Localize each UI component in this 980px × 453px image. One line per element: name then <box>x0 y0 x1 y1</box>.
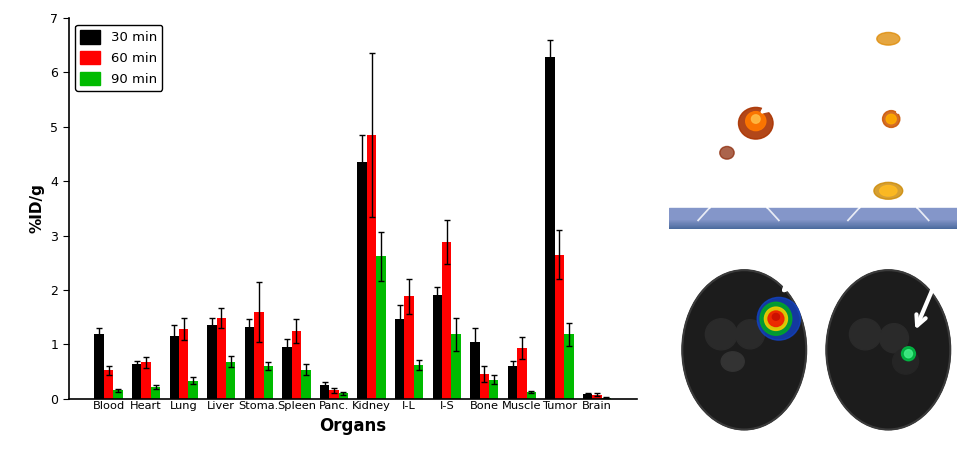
Bar <box>564 334 573 399</box>
Bar <box>339 393 348 399</box>
Bar <box>669 212 957 223</box>
Bar <box>264 366 273 399</box>
Bar <box>470 342 479 399</box>
Ellipse shape <box>746 111 765 130</box>
Bar <box>217 318 226 399</box>
Ellipse shape <box>768 311 784 327</box>
Bar <box>245 327 254 399</box>
Bar <box>669 218 957 229</box>
X-axis label: Organs: Organs <box>319 417 386 435</box>
Bar <box>546 57 555 399</box>
Y-axis label: %ID/g: %ID/g <box>29 183 45 233</box>
Bar <box>669 209 957 219</box>
Ellipse shape <box>850 319 881 350</box>
Bar <box>179 329 188 399</box>
Text: (a): (a) <box>678 24 701 38</box>
Bar <box>170 336 179 399</box>
Bar <box>669 213 957 223</box>
Bar <box>526 392 536 399</box>
Bar <box>282 347 292 399</box>
Bar <box>669 216 957 226</box>
Bar <box>669 212 957 222</box>
Ellipse shape <box>886 114 897 124</box>
Bar <box>669 210 957 220</box>
Bar <box>669 208 957 219</box>
Ellipse shape <box>877 33 900 45</box>
Bar <box>141 362 151 399</box>
Ellipse shape <box>719 146 734 159</box>
Bar <box>669 215 957 226</box>
Bar <box>395 319 405 399</box>
Bar <box>669 218 957 228</box>
Ellipse shape <box>883 111 900 127</box>
Bar <box>669 217 957 227</box>
Bar <box>104 371 114 399</box>
Ellipse shape <box>760 302 792 335</box>
Bar <box>292 331 301 399</box>
Bar <box>358 162 367 399</box>
Ellipse shape <box>721 352 744 371</box>
Bar <box>669 210 957 221</box>
Bar <box>151 387 160 399</box>
Bar <box>442 242 452 399</box>
Bar <box>479 374 489 399</box>
Bar <box>367 135 376 399</box>
Bar <box>207 325 217 399</box>
Ellipse shape <box>758 297 801 340</box>
Ellipse shape <box>706 319 737 350</box>
Ellipse shape <box>752 115 760 123</box>
Bar <box>669 211 957 222</box>
Bar <box>132 364 141 399</box>
Bar <box>94 334 104 399</box>
Bar <box>376 256 386 399</box>
Ellipse shape <box>682 270 807 429</box>
Ellipse shape <box>874 183 903 199</box>
Ellipse shape <box>880 186 897 196</box>
Bar <box>602 398 612 399</box>
Legend: 30 min, 60 min, 90 min: 30 min, 60 min, 90 min <box>75 25 163 91</box>
Bar <box>669 209 957 220</box>
Ellipse shape <box>772 313 779 320</box>
Bar <box>254 312 264 399</box>
Bar <box>414 365 423 399</box>
Bar <box>301 370 311 399</box>
Bar <box>669 214 957 225</box>
Bar <box>669 216 957 226</box>
Bar <box>669 217 957 228</box>
Bar <box>489 380 499 399</box>
Ellipse shape <box>736 320 764 349</box>
Ellipse shape <box>826 270 951 429</box>
Bar <box>226 361 235 399</box>
Bar <box>669 212 957 222</box>
Text: (b): (b) <box>822 24 845 38</box>
Bar <box>555 255 564 399</box>
Bar <box>114 390 122 399</box>
Ellipse shape <box>739 107 773 139</box>
Bar <box>669 213 957 224</box>
Bar <box>452 334 461 399</box>
Ellipse shape <box>880 323 908 353</box>
Bar <box>319 385 329 399</box>
Bar <box>592 395 602 399</box>
Bar <box>583 394 592 399</box>
Ellipse shape <box>902 347 915 361</box>
Ellipse shape <box>764 307 788 330</box>
Ellipse shape <box>893 349 918 374</box>
Bar <box>669 215 957 225</box>
Bar <box>405 296 414 399</box>
Ellipse shape <box>905 350 912 358</box>
Bar <box>508 366 517 399</box>
Bar <box>432 295 442 399</box>
Bar <box>188 381 198 399</box>
Bar <box>517 348 526 399</box>
Bar <box>329 390 339 399</box>
